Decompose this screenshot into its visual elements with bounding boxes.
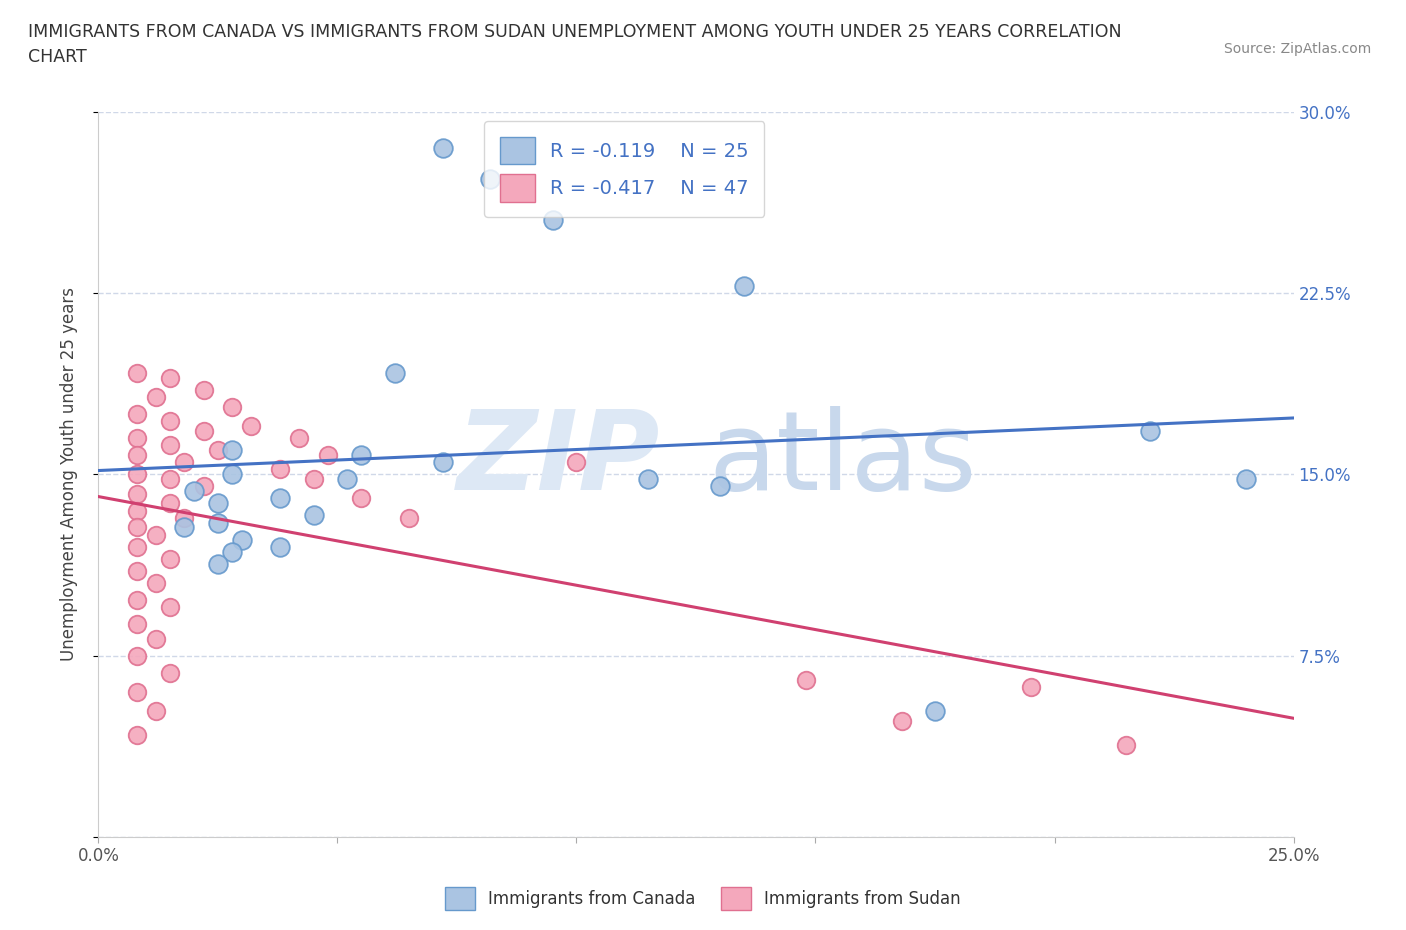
Point: [125, 592, 148, 607]
Point: [193, 382, 215, 397]
Point: [159, 496, 181, 511]
Point: [637, 472, 659, 486]
Point: [145, 576, 167, 591]
Point: [269, 491, 291, 506]
Point: [890, 713, 912, 728]
Point: [221, 443, 243, 458]
Point: [173, 455, 195, 470]
Point: [207, 496, 229, 511]
Point: [125, 503, 148, 518]
Point: [173, 520, 195, 535]
Point: [125, 365, 148, 380]
Point: [125, 520, 148, 535]
Point: [193, 423, 215, 438]
Point: [145, 527, 167, 542]
Legend: Immigrants from Canada, Immigrants from Sudan: Immigrants from Canada, Immigrants from …: [439, 880, 967, 917]
Point: [207, 443, 229, 458]
Point: [221, 467, 243, 482]
Point: [193, 479, 215, 494]
Point: [1115, 737, 1137, 752]
Point: [302, 472, 325, 486]
Point: [159, 551, 181, 566]
Text: CHART: CHART: [28, 48, 87, 66]
Point: [733, 278, 755, 293]
Text: IMMIGRANTS FROM CANADA VS IMMIGRANTS FROM SUDAN UNEMPLOYMENT AMONG YOUTH UNDER 2: IMMIGRANTS FROM CANADA VS IMMIGRANTS FRO…: [28, 23, 1122, 41]
Point: [125, 648, 148, 663]
Point: [207, 556, 229, 571]
Point: [240, 418, 263, 433]
Point: [398, 511, 420, 525]
Point: [336, 472, 359, 486]
Point: [269, 539, 291, 554]
Point: [145, 390, 167, 405]
Point: [125, 564, 148, 578]
Point: [125, 617, 148, 631]
Point: [432, 140, 454, 155]
Point: [1139, 423, 1161, 438]
Point: [125, 431, 148, 445]
Point: [432, 455, 454, 470]
Point: [288, 431, 311, 445]
Point: [302, 508, 325, 523]
Point: [479, 172, 502, 187]
Point: [125, 447, 148, 462]
Point: [384, 365, 406, 380]
Point: [221, 399, 243, 414]
Point: [125, 539, 148, 554]
Point: [159, 414, 181, 429]
Point: [159, 438, 181, 453]
Point: [350, 491, 373, 506]
Point: [924, 704, 946, 719]
Point: [125, 684, 148, 699]
Point: [125, 486, 148, 501]
Point: [125, 406, 148, 421]
Point: [221, 544, 243, 559]
Point: [316, 447, 339, 462]
Point: [145, 631, 167, 646]
Point: [794, 672, 817, 687]
Point: [1019, 680, 1042, 695]
Point: [183, 484, 205, 498]
Text: Source: ZipAtlas.com: Source: ZipAtlas.com: [1223, 42, 1371, 56]
Point: [159, 600, 181, 615]
Point: [207, 515, 229, 530]
Y-axis label: Unemployment Among Youth under 25 years: Unemployment Among Youth under 25 years: [59, 287, 77, 661]
Point: [145, 704, 167, 719]
Point: [269, 462, 291, 477]
Point: [173, 511, 195, 525]
Point: [159, 665, 181, 680]
Point: [231, 532, 253, 547]
Point: [541, 213, 564, 228]
Point: [565, 455, 588, 470]
Text: atlas: atlas: [709, 406, 976, 513]
Point: [350, 447, 373, 462]
Legend: R = -0.119    N = 25, R = -0.417    N = 47: R = -0.119 N = 25, R = -0.417 N = 47: [484, 121, 765, 218]
Point: [159, 472, 181, 486]
Point: [125, 728, 148, 743]
Text: ZIP: ZIP: [457, 406, 661, 513]
Point: [159, 370, 181, 385]
Point: [709, 479, 731, 494]
Point: [125, 467, 148, 482]
Point: [1234, 472, 1257, 486]
